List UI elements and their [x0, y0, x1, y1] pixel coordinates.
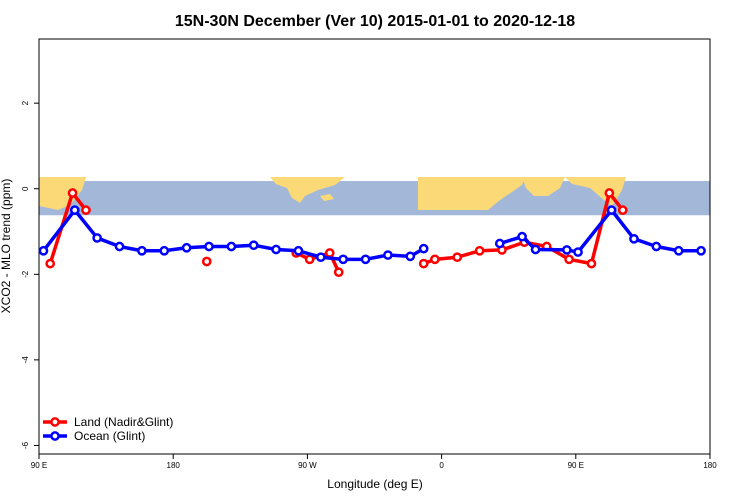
data-point — [333, 267, 344, 278]
data-point — [315, 252, 326, 263]
world-map-band — [39, 177, 710, 216]
data-point — [564, 254, 574, 265]
data-point — [304, 254, 315, 265]
y-tick-label: -6 — [21, 441, 30, 449]
data-point — [293, 245, 304, 256]
y-tick-label: -2 — [21, 270, 30, 278]
x-tick-label: 90 E — [568, 461, 584, 470]
x-tick-label: 180 — [703, 461, 717, 470]
y-tick-label: 0 — [21, 186, 30, 191]
data-point — [81, 205, 91, 215]
x-tick-label: 90 E — [31, 461, 47, 470]
data-point — [92, 233, 103, 243]
y-axis: 2 0 -2 -4 -6 — [21, 100, 39, 449]
x-tick-label: 90 W — [298, 461, 317, 470]
data-point — [573, 247, 583, 257]
data-point — [137, 245, 147, 256]
data-point — [38, 245, 49, 256]
data-point — [181, 242, 192, 253]
data-point — [474, 245, 485, 256]
y-axis-label: XCO2 - MLO trend (ppm) — [0, 179, 13, 314]
data-point — [418, 243, 429, 254]
series-layer — [38, 188, 706, 278]
series-line — [499, 208, 702, 254]
data-point — [226, 241, 237, 252]
data-point — [114, 241, 125, 252]
data-point — [604, 188, 615, 198]
legend-label: Ocean (Glint) — [74, 429, 145, 443]
data-point — [606, 205, 617, 215]
data-point — [418, 258, 429, 269]
data-point — [430, 254, 440, 265]
data-point — [159, 245, 170, 256]
data-point — [452, 252, 463, 263]
data-point — [324, 248, 335, 258]
x-tick-label: 180 — [167, 461, 181, 470]
legend-marker — [50, 417, 60, 427]
land-north-america — [270, 177, 345, 203]
land-caribbean — [320, 194, 334, 201]
plot-frame — [38, 38, 711, 455]
y-tick-label: 2 — [21, 100, 30, 105]
land-asia-west — [39, 177, 86, 210]
series-1 — [38, 205, 706, 265]
data-point — [338, 254, 349, 265]
data-point — [530, 244, 541, 255]
data-point — [651, 241, 662, 252]
chart-title: 15N-30N December (Ver 10) 2015-01-01 to … — [175, 13, 575, 30]
data-point — [69, 205, 80, 215]
data-point — [201, 256, 212, 267]
data-point — [271, 244, 281, 255]
data-point — [383, 250, 393, 260]
data-point — [45, 258, 56, 269]
data-point — [586, 258, 597, 269]
legend-label: Land (Nadir&Glint) — [74, 415, 173, 429]
x-tick-label: 0 — [439, 461, 444, 470]
land-arabia — [522, 177, 565, 196]
data-point — [629, 233, 639, 244]
x-axis: 90 E 180 90 W 0 90 E 180 — [31, 454, 717, 470]
data-point — [405, 251, 416, 262]
land-africa — [418, 177, 525, 210]
data-point — [696, 245, 706, 256]
data-point — [517, 231, 527, 242]
land-india-asia — [565, 177, 626, 206]
legend: Land (Nadir&Glint)Ocean (Glint) — [43, 415, 173, 443]
legend-marker — [50, 431, 60, 441]
data-point — [248, 240, 259, 251]
data-point — [494, 238, 505, 249]
x-axis-label: Longitude (deg E) — [327, 477, 422, 491]
data-point — [617, 205, 628, 215]
data-point — [562, 245, 572, 255]
data-point — [204, 241, 214, 252]
data-point — [360, 254, 371, 265]
data-point — [673, 245, 684, 256]
data-point — [67, 188, 78, 198]
y-tick-label: -4 — [21, 356, 30, 364]
